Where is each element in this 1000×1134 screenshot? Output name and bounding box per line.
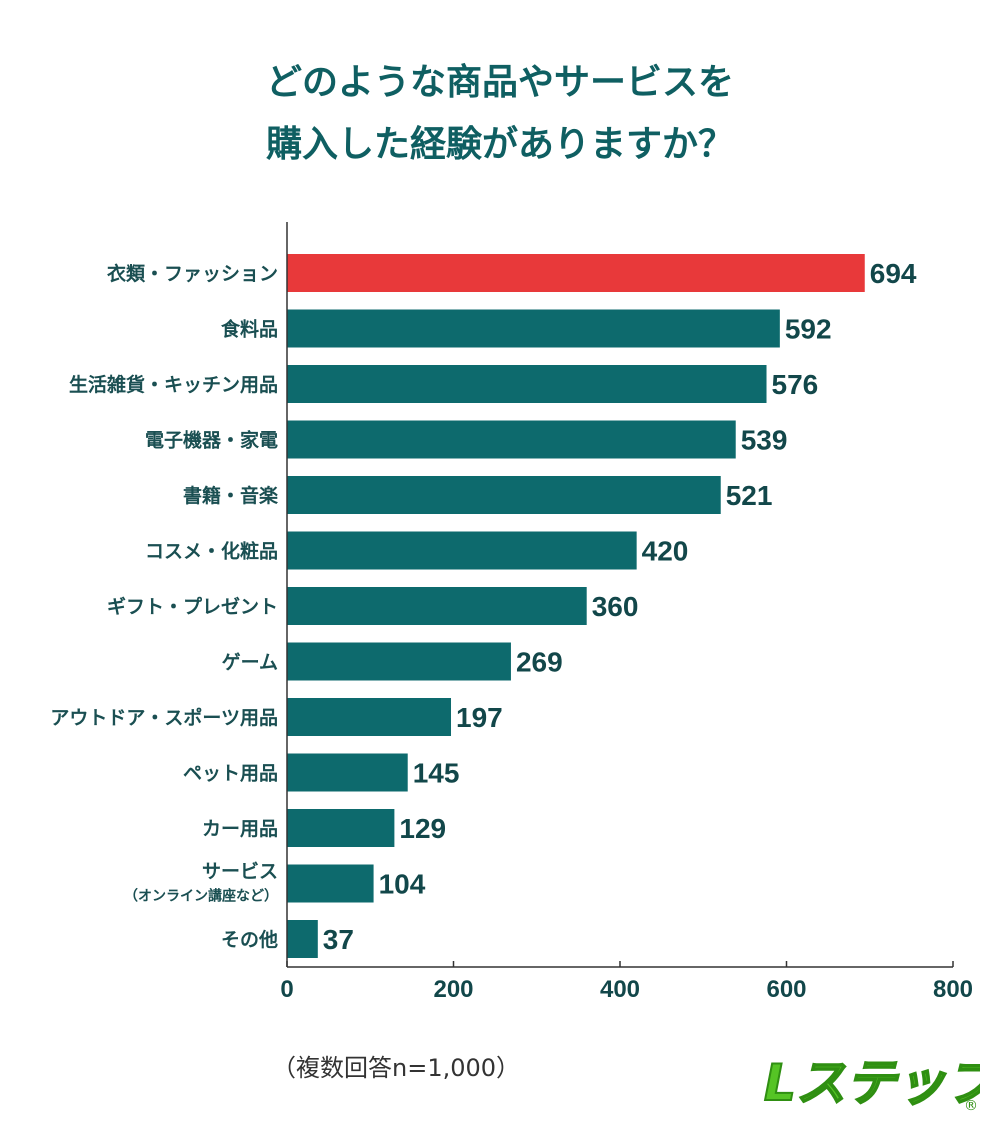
x-tick-label-3: 600 (766, 976, 806, 1003)
bar-6 (287, 587, 587, 625)
value-label-2: 576 (772, 369, 819, 400)
category-label-7: ゲーム (222, 652, 278, 674)
category-label-4: 書籍・音楽 (183, 484, 279, 507)
category-label-3: 電子機器・家電 (145, 429, 278, 452)
bar-chart: 694 衣類・ファッション 592 食料品 576 生活雑貨・キッチン用品 539 電子機器・… (50, 222, 973, 1003)
bar-1 (287, 309, 780, 348)
logo-text: Lステップ (764, 1054, 980, 1112)
chart-title-line-1: どのような商品やサービスを (265, 62, 734, 103)
x-tick-label-4: 800 (933, 976, 973, 1003)
bar-11 (287, 864, 374, 903)
value-label-9: 145 (413, 758, 460, 789)
category-label-6: ギフト・プレゼント (107, 595, 278, 618)
category-label-8: アウトドア・スポーツ用品 (50, 706, 278, 729)
bar-12 (287, 920, 318, 958)
bar-7 (287, 642, 511, 681)
category-label-11: サービス (202, 861, 278, 883)
bar-9 (287, 753, 408, 792)
value-label-8: 197 (456, 702, 503, 733)
value-label-5: 420 (642, 536, 689, 567)
registered-mark: ® (964, 1098, 978, 1114)
category-label-0: 衣類・ファッション (107, 262, 278, 285)
category-label-5: コスメ・化粧品 (145, 540, 278, 563)
category-label-10: カー用品 (202, 818, 278, 840)
bar-3 (287, 420, 736, 459)
value-label-12: 37 (323, 924, 354, 955)
sample-note: （複数回答n=1,000） (272, 1054, 521, 1082)
category-sublabel-11: （オンライン講座など） (124, 888, 278, 905)
category-label-1: 食料品 (221, 318, 278, 341)
chart-title: どのような商品やサービスを 購入した経験がありますか？ (0, 52, 1000, 176)
category-label-9: ペット用品 (183, 763, 278, 785)
bar-4 (287, 476, 721, 514)
value-label-0: 694 (870, 258, 917, 289)
bar-0 (287, 254, 865, 292)
x-tick-label-0: 0 (280, 976, 293, 1003)
lstep-logo: Lステップ ® (763, 1053, 980, 1114)
value-label-6: 360 (592, 591, 639, 622)
bar-8 (287, 698, 452, 736)
bar-2 (287, 365, 767, 403)
category-label-2: 生活雑貨・キッチン用品 (69, 373, 278, 396)
x-tick-label-1: 200 (433, 976, 473, 1003)
value-label-4: 521 (726, 480, 773, 511)
value-label-1: 592 (785, 314, 832, 345)
category-label-12: その他 (221, 928, 278, 951)
bar-5 (287, 531, 637, 570)
value-label-11: 104 (379, 869, 426, 900)
bar-10 (287, 809, 395, 847)
x-tick-label-2: 400 (600, 976, 640, 1003)
chart-title-line-2: 購入した経験がありますか？ (265, 124, 734, 165)
value-label-3: 539 (741, 425, 788, 456)
value-label-10: 129 (399, 813, 446, 844)
value-label-7: 269 (516, 647, 563, 678)
